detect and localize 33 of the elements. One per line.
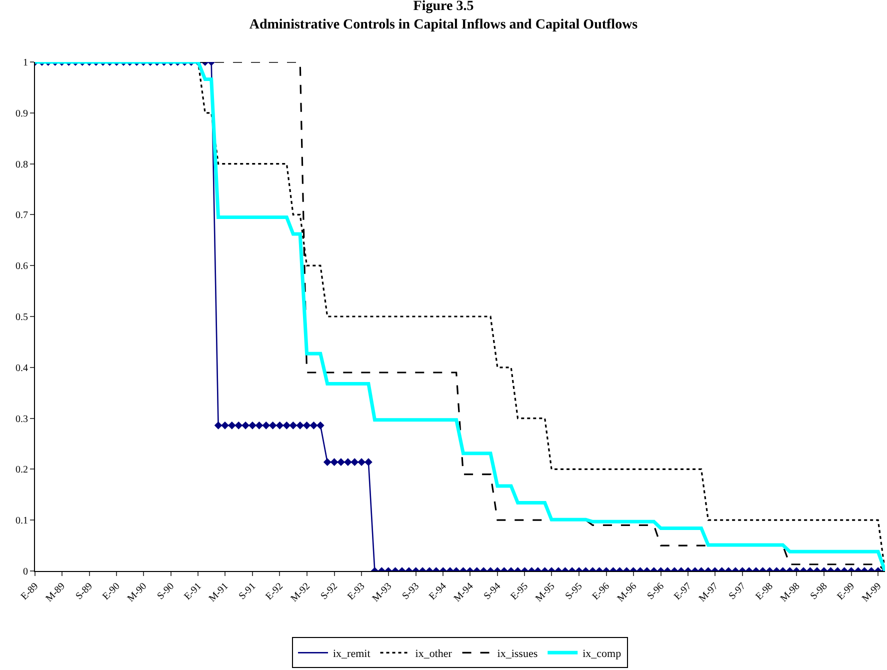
y-tick-label: 0.7 [16,210,28,222]
y-tick-label: 0.6 [16,261,28,272]
x-tick-label: S-90 [155,580,177,602]
legend-label: ix_remit [333,648,370,660]
x-tick-label: E-92 [264,580,286,602]
x-tick-label: S-91 [236,580,258,602]
y-tick-label: 0 [23,566,28,578]
y-tick-label: 0.3 [16,414,28,425]
y-tick-label: 0.8 [16,159,28,170]
x-tick-label: S-93 [400,580,422,602]
x-tick-label: E-91 [182,580,204,602]
y-tick-label: 1 [23,58,28,68]
legend-label: ix_other [415,648,452,660]
x-tick-label: S-98 [808,580,830,602]
x-tick-label: S-96 [645,580,666,602]
x-tick-label: S-94 [482,580,504,602]
legend-label: ix_comp [582,648,622,660]
y-tick-label: 0.1 [16,516,28,527]
x-tick-label: S-92 [318,580,340,602]
chart-subtitle: Administrative Controls in Capital Inflows and Capital Outflows [249,17,638,32]
x-tick-label: E-93 [346,580,368,602]
y-tick-label: 0.4 [16,362,28,374]
y-tick-label: 0.2 [16,464,28,476]
x-tick-label: E-90 [100,580,122,602]
x-tick-label: E-98 [754,580,776,602]
legend-label: ix_issues [497,648,538,660]
x-tick-label: E-89 [19,580,41,602]
y-tick-label: 0.9 [16,108,28,120]
chart-title: Figure 3.5 [413,0,474,14]
y-tick-label: 0.5 [16,312,28,323]
x-tick-label: S-89 [74,580,95,602]
x-tick-label: E-99 [835,580,857,602]
x-tick-label: S-95 [564,580,585,602]
